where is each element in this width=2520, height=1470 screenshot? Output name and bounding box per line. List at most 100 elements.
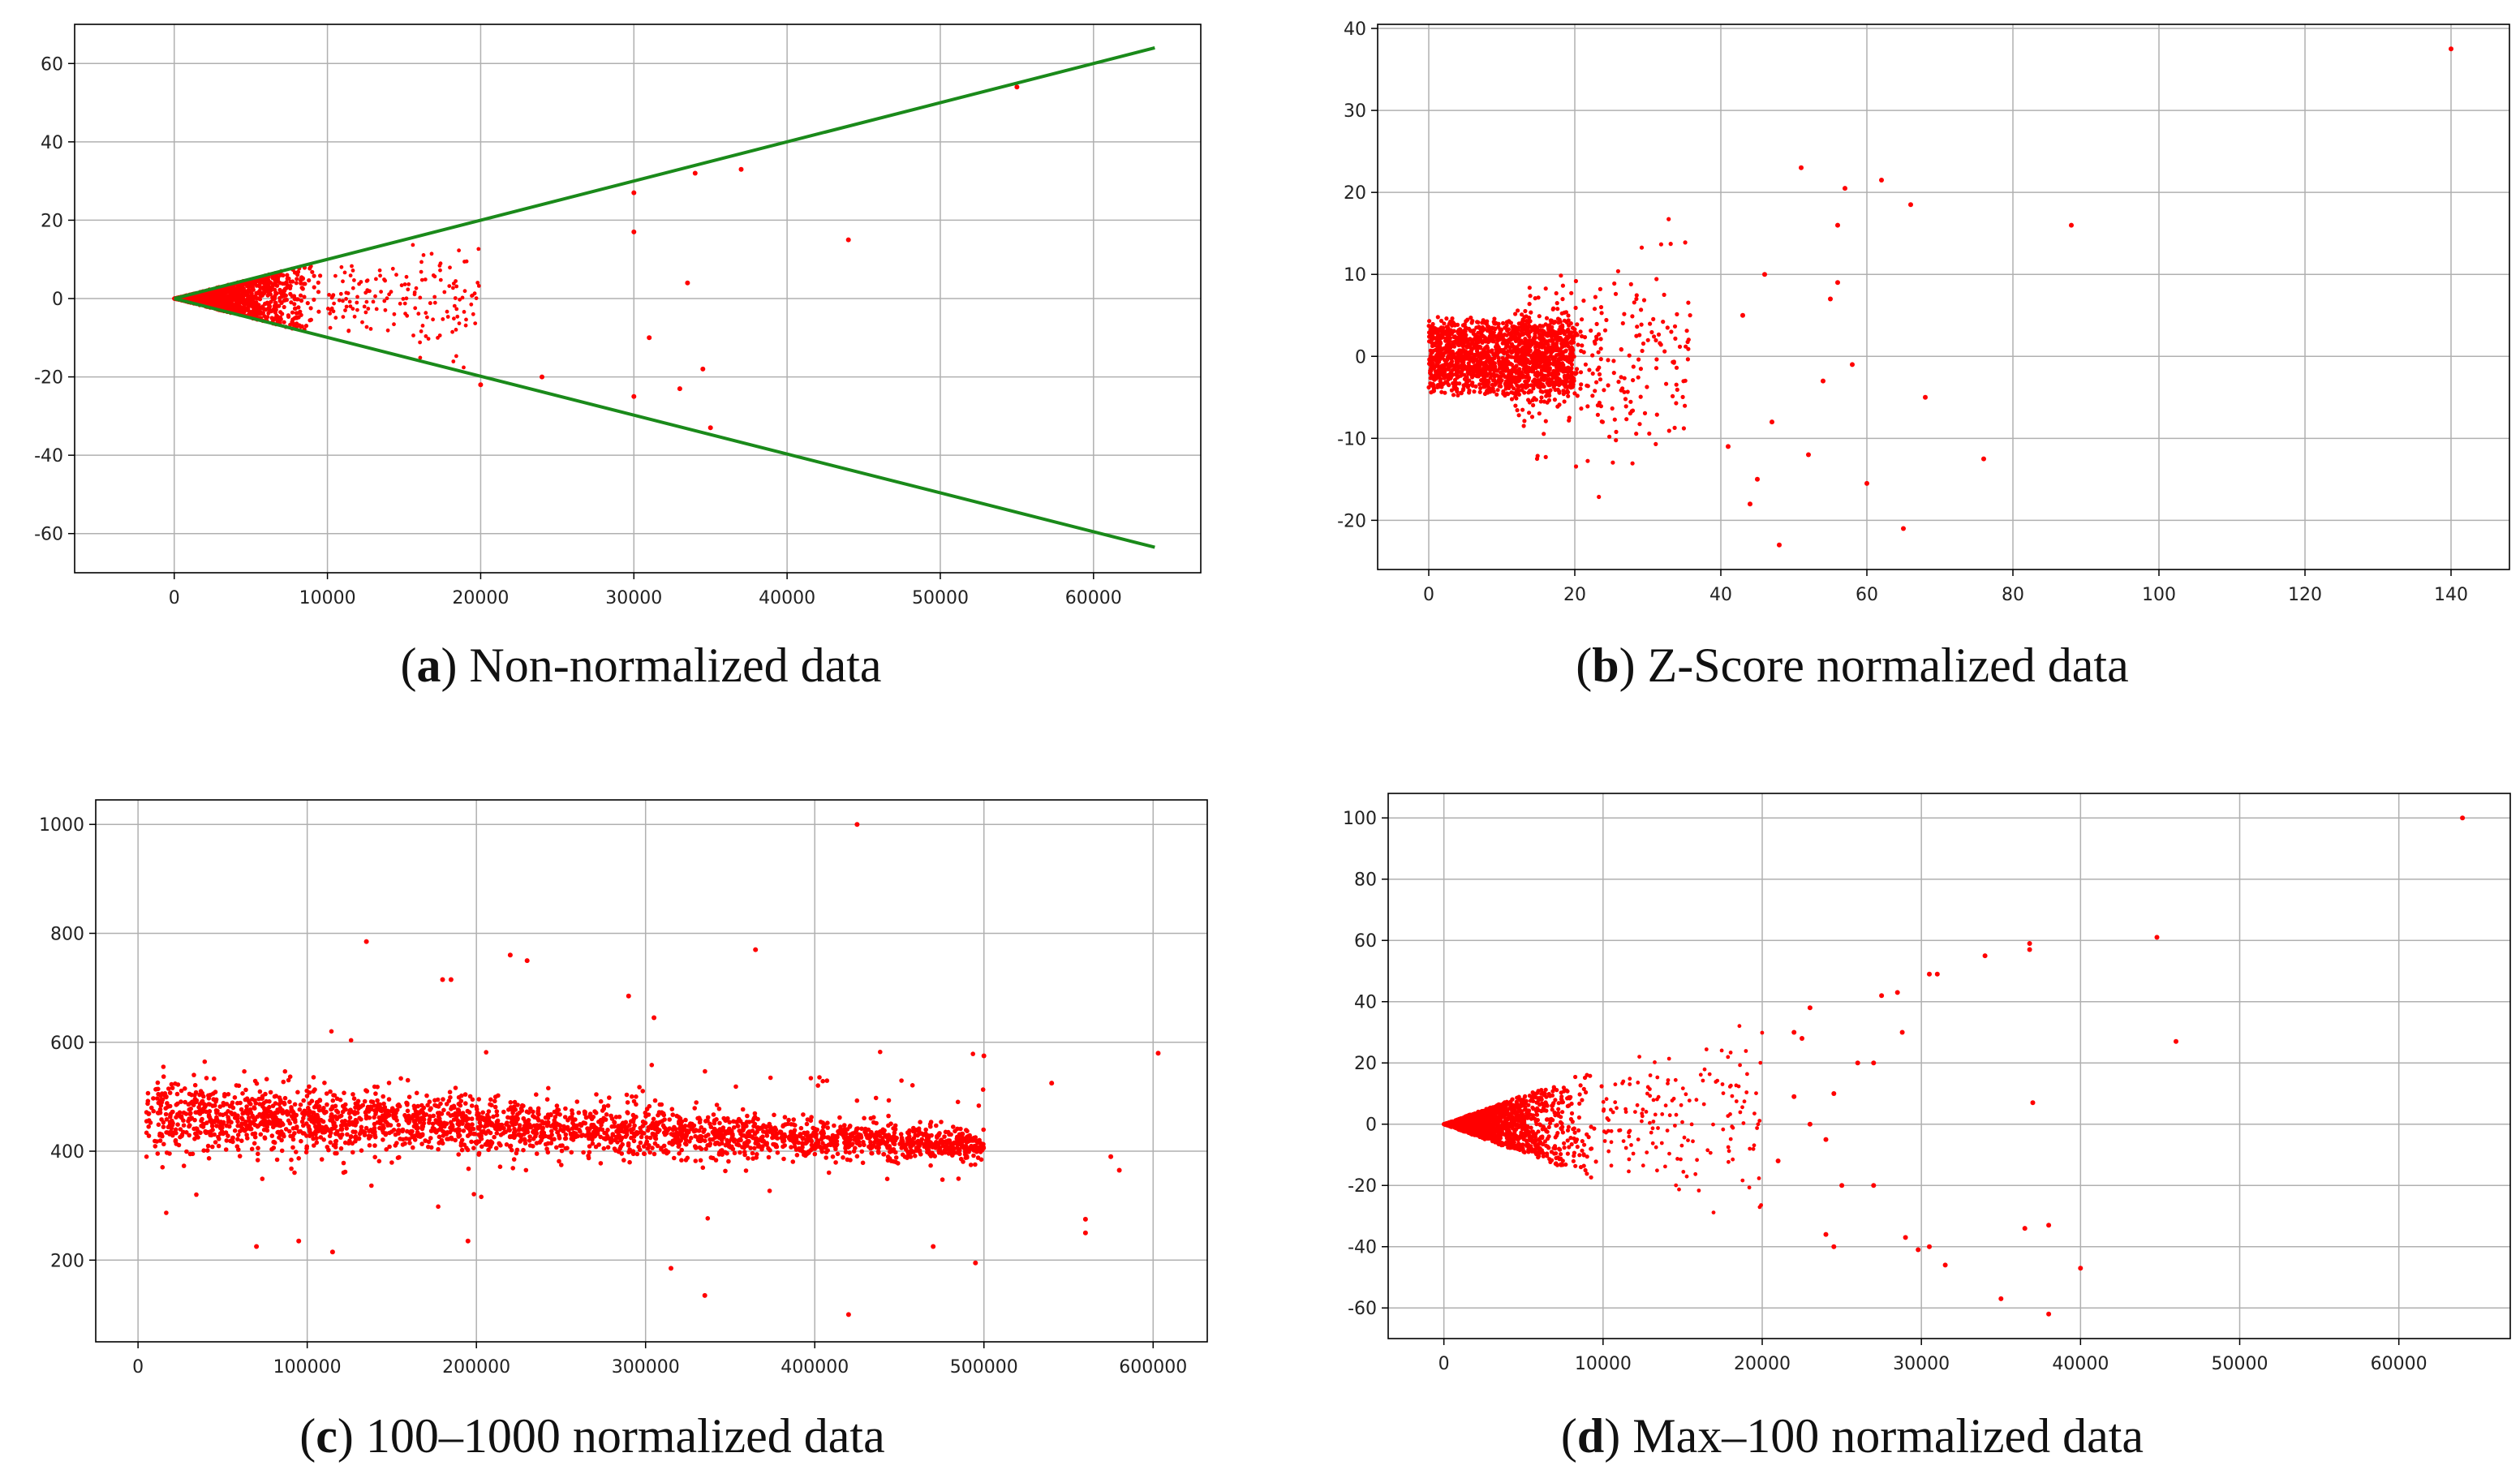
data-point <box>1509 342 1514 346</box>
data-point <box>1569 366 1574 371</box>
data-point <box>1602 328 1608 333</box>
data-point <box>1535 380 1540 385</box>
data-point <box>1611 371 1616 376</box>
data-point <box>230 292 234 297</box>
data-point <box>1546 326 1550 331</box>
data-point <box>281 1079 286 1085</box>
data-point <box>381 1137 385 1142</box>
data-point <box>411 1103 417 1109</box>
data-point <box>1527 334 1532 339</box>
y-tick-label: 0 <box>1355 347 1366 368</box>
data-point <box>1552 332 1557 337</box>
data-point <box>848 1158 853 1163</box>
data-point <box>1498 331 1503 336</box>
data-point <box>1438 318 1444 324</box>
x-tick-label: 100 <box>2142 585 2176 605</box>
data-point <box>1628 399 1633 404</box>
data-point <box>387 1144 392 1150</box>
data-point <box>623 1134 628 1139</box>
data-point <box>418 355 423 360</box>
data-point <box>1479 338 1484 343</box>
data-point <box>214 1124 219 1128</box>
data-point <box>973 1162 978 1167</box>
data-point <box>239 1107 244 1112</box>
data-point <box>1639 322 1644 327</box>
data-point <box>1582 335 1588 340</box>
x-tick-label: 0 <box>169 588 180 608</box>
data-point <box>677 386 682 392</box>
data-point <box>1579 406 1584 411</box>
data-point <box>1492 316 1497 321</box>
data-point <box>454 307 459 312</box>
data-point <box>1681 426 1686 431</box>
data-point <box>1560 342 1565 346</box>
data-point <box>263 287 268 292</box>
data-point <box>273 290 278 295</box>
data-point <box>745 1113 750 1119</box>
data-point <box>260 292 265 298</box>
data-point <box>1556 320 1561 325</box>
data-point <box>455 314 460 319</box>
y-tick-label: 40 <box>41 133 63 153</box>
data-point <box>452 303 457 308</box>
data-point <box>1645 337 1650 342</box>
data-point <box>1476 371 1481 376</box>
data-point <box>394 273 398 277</box>
data-point <box>344 297 348 301</box>
data-point <box>389 290 393 294</box>
data-point <box>557 1133 561 1138</box>
data-point <box>1686 300 1691 305</box>
data-point <box>1548 348 1553 353</box>
data-point <box>1535 350 1540 355</box>
data-point <box>1507 345 1512 350</box>
data-point <box>1480 362 1485 367</box>
data-point <box>1477 389 1482 394</box>
data-point <box>312 297 316 302</box>
data-point <box>492 1104 498 1110</box>
data-point <box>290 310 295 315</box>
fit-line-lower <box>174 297 1155 549</box>
data-point <box>1762 272 1767 277</box>
data-point <box>1777 542 1782 548</box>
data-point <box>1681 379 1686 384</box>
data-point <box>373 1091 378 1096</box>
data-point <box>352 278 356 282</box>
y-tick-label: 20 <box>41 211 63 231</box>
data-point <box>401 297 406 301</box>
data-point <box>353 1135 358 1140</box>
data-point <box>190 1151 196 1157</box>
data-point <box>436 336 440 340</box>
data-point <box>1485 350 1490 355</box>
data-point <box>191 296 196 301</box>
data-point <box>1438 349 1443 354</box>
caption-a: (a) Non-normalized data <box>400 638 882 692</box>
data-point <box>1647 431 1652 436</box>
data-point <box>1585 404 1590 409</box>
data-point <box>725 1150 729 1156</box>
data-point <box>1531 402 1536 408</box>
data-point <box>1499 370 1503 375</box>
data-point <box>399 283 404 288</box>
data-point <box>290 1145 295 1150</box>
data-point <box>1555 301 1559 306</box>
data-point <box>312 1087 317 1092</box>
data-point <box>1563 349 1568 354</box>
data-point <box>216 291 221 296</box>
data-point <box>381 1101 386 1107</box>
data-point <box>494 1112 500 1118</box>
data-point <box>685 1155 690 1161</box>
data-point <box>1542 432 1546 436</box>
data-point <box>1447 336 1452 341</box>
data-point <box>1527 286 1532 290</box>
data-point <box>1523 379 1528 384</box>
data-point <box>1566 370 1571 375</box>
data-point <box>1536 295 1541 300</box>
data-point <box>383 307 388 312</box>
data-point <box>1561 389 1566 393</box>
data-point <box>1434 329 1439 333</box>
data-point <box>395 1102 401 1108</box>
data-point <box>1520 407 1525 412</box>
data-point <box>212 1076 217 1081</box>
data-point <box>1640 348 1645 354</box>
data-point <box>1540 382 1545 387</box>
